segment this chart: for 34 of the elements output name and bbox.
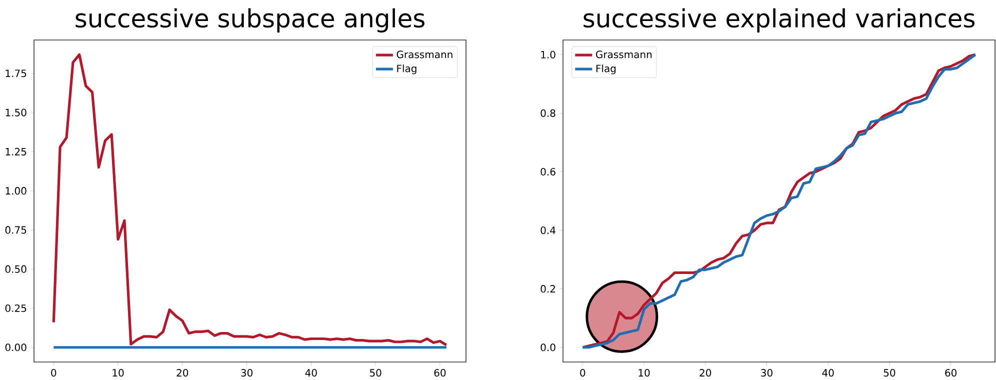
y-tick-label: 1.75 [6, 70, 26, 78]
legend-label: Grassmann [396, 50, 452, 58]
y-tick-label: 0.50 [5, 265, 26, 273]
x-tick-label: 20 [176, 369, 188, 377]
y-tick-label: 0.2 [540, 285, 555, 293]
y-tick-label: 0.0 [540, 344, 556, 352]
y-tick-label: 0.25 [5, 304, 26, 312]
y-tick-label: 0.75 [5, 226, 26, 234]
y-tick-label: 1.25 [6, 148, 26, 156]
legend-label: Grassmann [596, 50, 652, 58]
y-tick-label: 0.00 [5, 344, 26, 352]
x-tick-label: 40 [305, 369, 317, 377]
legend-label: Flag [397, 64, 416, 74]
x-tick-label: 10 [638, 369, 650, 377]
y-tick-label: 1.00 [6, 187, 26, 195]
x-tick-label: 0 [580, 369, 586, 377]
y-tick-label: 0.4 [540, 226, 556, 234]
x-tick-label: 60 [434, 369, 446, 377]
x-tick-label: 20 [700, 369, 712, 377]
x-tick-label: 0 [51, 369, 56, 377]
x-tick-label: 50 [370, 369, 382, 377]
chart-title: successive explained variances [584, 8, 975, 32]
y-tick-label: 1.0 [541, 50, 556, 58]
x-tick-label: 30 [241, 369, 252, 377]
x-tick-label: 10 [112, 369, 124, 377]
y-tick-label: 1.50 [6, 108, 26, 116]
chart-title: successive subspace angles [76, 8, 424, 33]
x-tick-label: 40 [822, 369, 834, 377]
x-tick-label: 60 [945, 369, 957, 377]
x-tick-label: 50 [884, 369, 896, 377]
legend-label: Flag [596, 64, 616, 74]
x-tick-label: 30 [761, 369, 772, 377]
y-tick-label: 0.6 [540, 168, 556, 176]
y-tick-label: 0.8 [540, 109, 556, 117]
